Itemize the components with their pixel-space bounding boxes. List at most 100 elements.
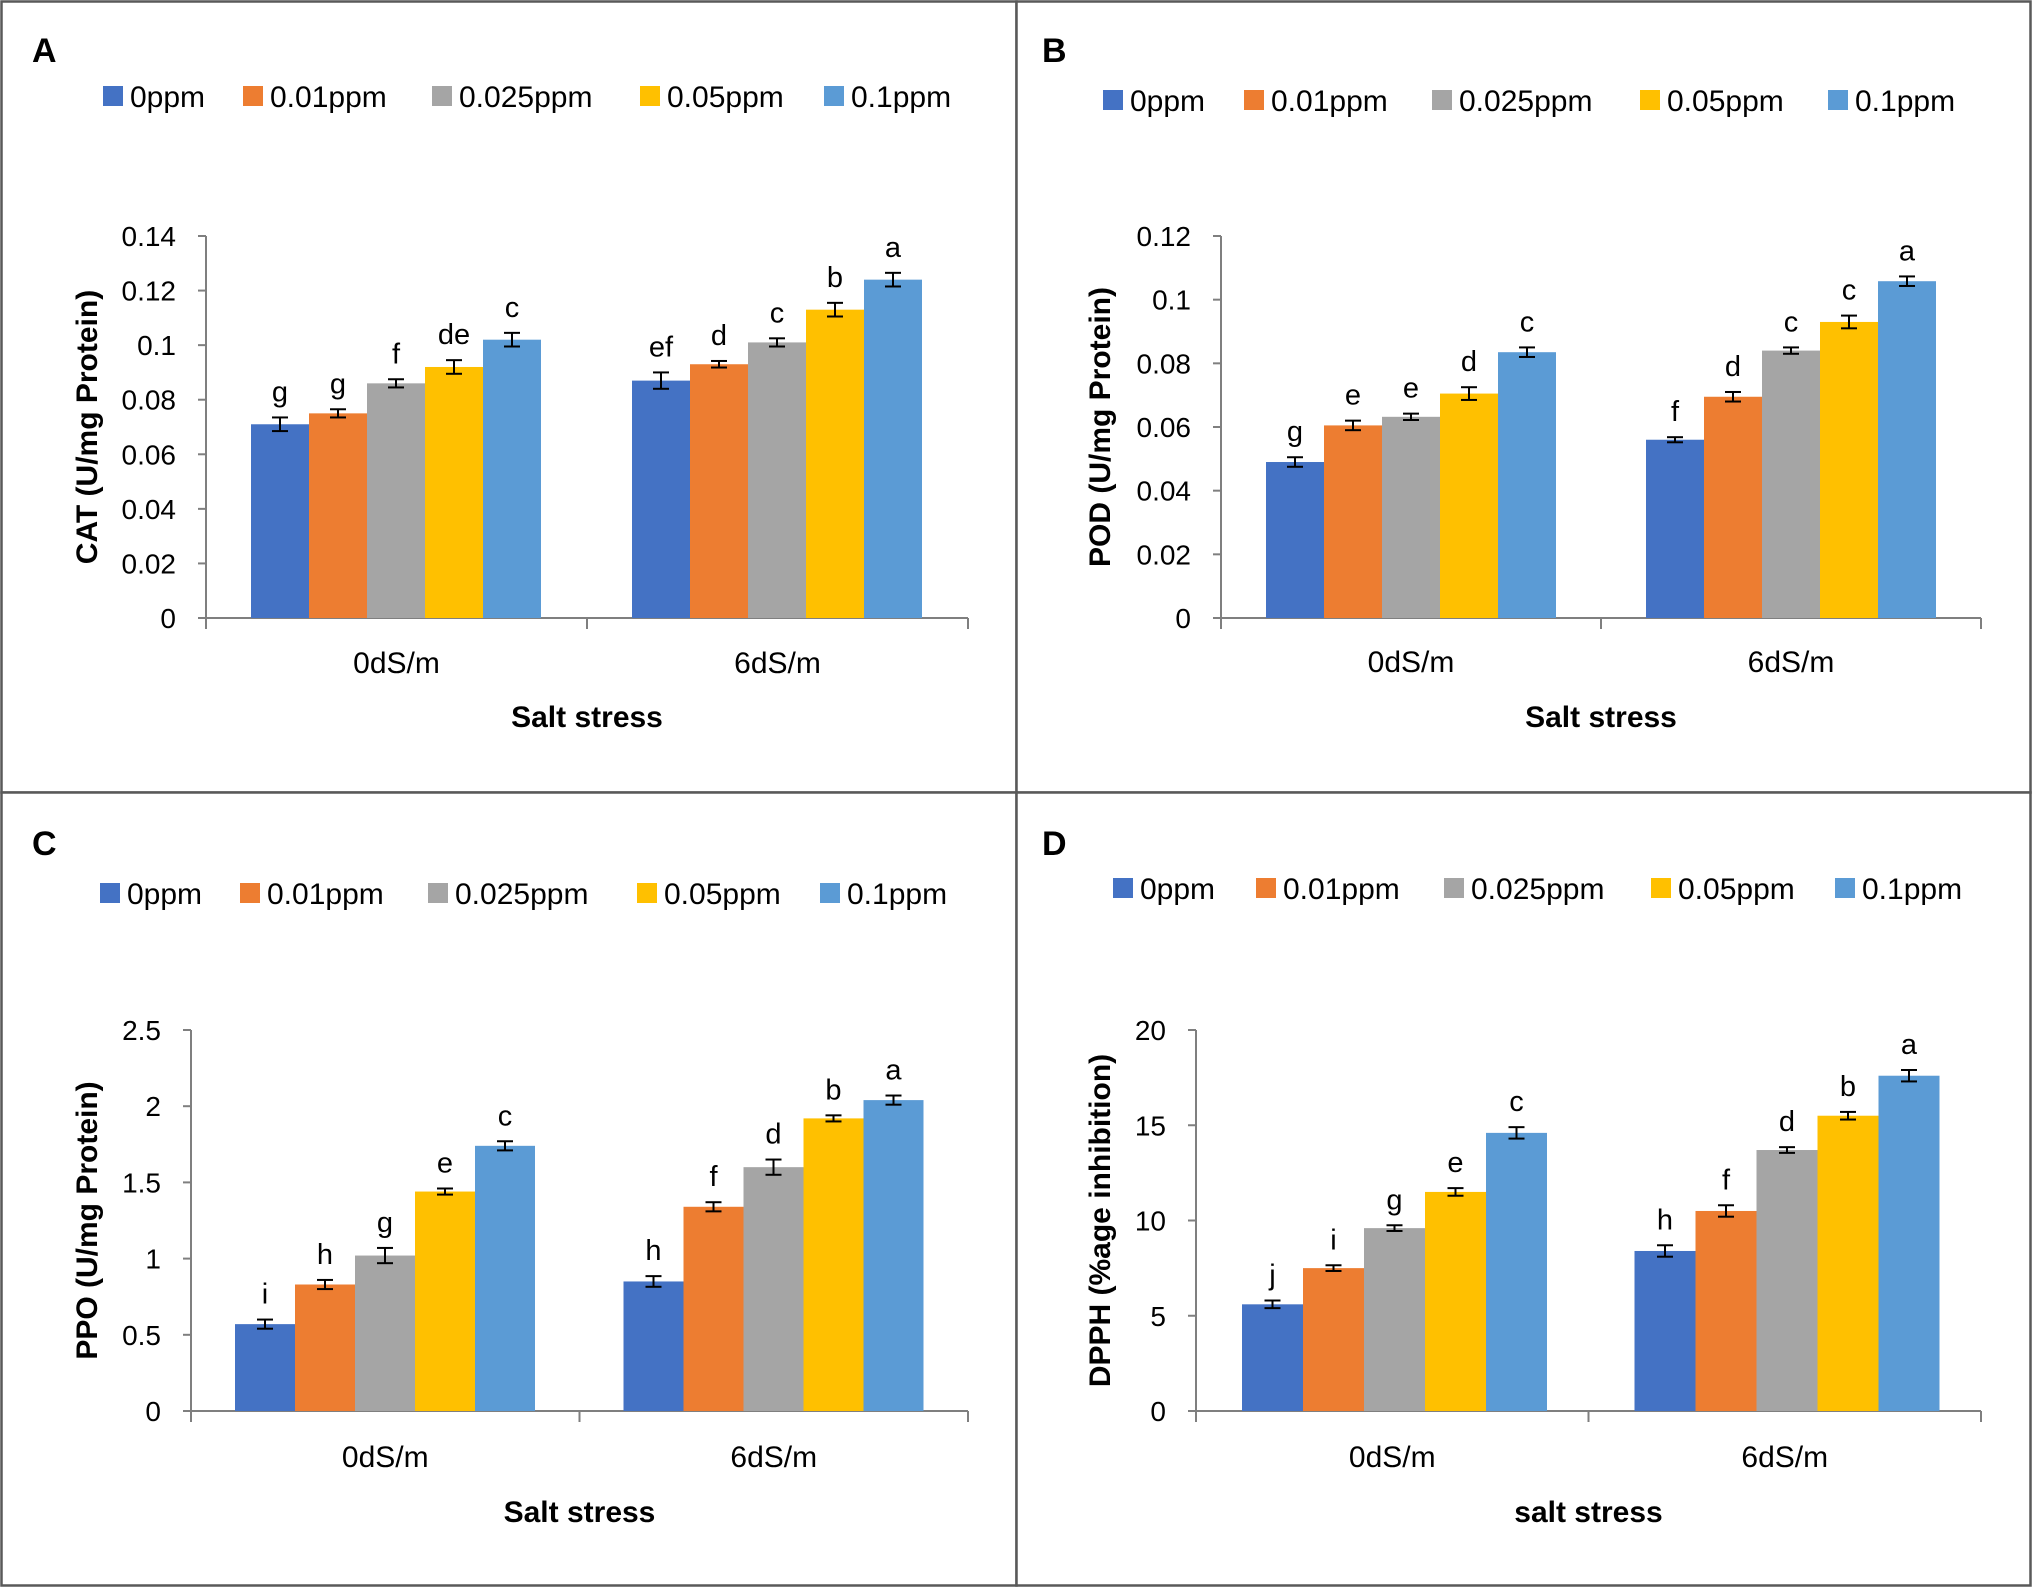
panel-c-legend-swatch-3 — [637, 883, 657, 903]
panel-b-legend-swatch-3 — [1640, 90, 1660, 110]
panel-d-sig-letter-1-4: a — [1901, 1029, 1918, 1061]
panel-a-legend-swatch-4 — [824, 86, 844, 106]
panel-a-legend-swatch-2 — [432, 86, 452, 106]
panel-a-bar-1-4 — [864, 279, 922, 618]
panel-a-legend-swatch-3 — [640, 86, 660, 106]
panel-a-sig-letter-1-4: a — [885, 232, 902, 264]
panel-d-legend-label-1: 0.01ppm — [1283, 873, 1400, 906]
panel-c-legend-label-4: 0.1ppm — [847, 878, 947, 911]
panel-c-y-tick-label-4: 2 — [145, 1091, 161, 1122]
panel-a-y-tick-label-6: 0.12 — [122, 276, 177, 307]
panel-a-letter: A — [32, 32, 57, 70]
panel-b-legend-label-0: 0ppm — [1130, 85, 1205, 118]
panel-c-sig-letter-0-4: c — [498, 1100, 513, 1132]
panel-c-sig-letter-0-0: i — [262, 1279, 268, 1311]
panel-b-bar-0-3 — [1440, 393, 1498, 618]
panel-c-y-tick-label-1: 0.5 — [122, 1320, 161, 1351]
panel-c-legend-swatch-4 — [820, 883, 840, 903]
panel-c-bar-0-4 — [475, 1145, 535, 1411]
panel-b-y-tick-label-5: 0.1 — [1152, 285, 1191, 316]
panel-a-legend-label-4: 0.1ppm — [851, 81, 951, 114]
panel-b-sig-letter-1-4: a — [1899, 235, 1916, 267]
panel-d-category-label-0: 0dS/m — [1349, 1441, 1436, 1474]
panel-c-bar-0-2 — [355, 1255, 415, 1411]
panel-d-sig-letter-1-1: f — [1722, 1164, 1731, 1196]
panel-d-legend-swatch-4 — [1835, 878, 1855, 898]
panel-d-letter: D — [1042, 825, 1067, 863]
panel-b-legend: 0ppm 0.01ppm 0.025ppm 0.05ppm 0.1ppm — [1103, 85, 1955, 118]
panel-d-bar-1-2 — [1756, 1150, 1818, 1411]
panel-c-letter: C — [32, 825, 57, 863]
panel-a-bar-0-1 — [309, 413, 367, 618]
panel-a-bar-1-0 — [632, 380, 690, 618]
panel-a-legend-swatch-1 — [243, 86, 263, 106]
panel-b-bar-0-1 — [1324, 425, 1382, 618]
panel-b: B 0ppm 0.01ppm 0.025ppm 0.05ppm 0.1ppm 0 0.02… — [1015, 0, 2032, 794]
panel-b-legend-swatch-1 — [1244, 90, 1264, 110]
panel-c-plot: 0 0.5 1 1.5 2 2.5 i h g e c 0dS/m h f d b a 6dS/m Salt str… — [71, 1015, 969, 1529]
panel-a-y-tick-label-2: 0.04 — [122, 494, 177, 525]
panel-c-bar-0-1 — [295, 1284, 355, 1411]
panel-d-legend-swatch-2 — [1444, 878, 1464, 898]
panel-c-y-tick-label-5: 2.5 — [122, 1015, 161, 1046]
panel-d: D 0ppm 0.01ppm 0.025ppm 0.05ppm 0.1ppm 0 5 10 1… — [1015, 791, 2032, 1587]
panel-c-sig-letter-1-4: a — [885, 1055, 902, 1087]
panel-c: C 0ppm 0.01ppm 0.025ppm 0.05ppm 0.1ppm 0 0.5 1… — [0, 791, 1018, 1587]
panel-a-bar-0-4 — [483, 339, 541, 618]
panel-b-sig-letter-0-2: e — [1403, 373, 1419, 405]
panel-b-sig-letter-1-3: c — [1842, 275, 1857, 307]
panel-b-sig-letter-1-0: f — [1671, 396, 1680, 428]
panel-d-bar-0-0 — [1242, 1304, 1303, 1411]
panel-a-y-tick-label-1: 0.02 — [122, 548, 177, 579]
panel-d-y-tick-label-0: 0 — [1150, 1396, 1166, 1427]
panel-d-x-axis-title: salt stress — [1514, 1496, 1662, 1529]
panel-d-legend-swatch-1 — [1256, 878, 1276, 898]
panel-d-legend-label-3: 0.05ppm — [1678, 873, 1795, 906]
panel-a-category-label-1: 6dS/m — [734, 647, 821, 680]
panel-c-legend-label-1: 0.01ppm — [267, 878, 384, 911]
panel-c-legend-label-3: 0.05ppm — [664, 878, 781, 911]
panel-a-legend: 0ppm 0.01ppm 0.025ppm 0.05ppm 0.1ppm — [103, 81, 951, 114]
panel-b-y-tick-label-1: 0.02 — [1137, 539, 1192, 570]
panel-d-sig-letter-1-2: d — [1779, 1106, 1795, 1138]
panel-b-y-tick-label-4: 0.08 — [1137, 348, 1192, 379]
panel-a-sig-letter-0-2: f — [392, 338, 401, 370]
panel-c-sig-letter-0-3: e — [437, 1147, 453, 1179]
panel-a-bar-1-3 — [806, 309, 864, 618]
panel-c-legend-label-2: 0.025ppm — [455, 878, 588, 911]
panel-d-sig-letter-0-0: j — [1268, 1260, 1275, 1292]
panel-b-bar-1-1 — [1704, 396, 1762, 618]
panel-b-bar-0-0 — [1266, 462, 1324, 618]
panel-b-category-label-1: 6dS/m — [1748, 646, 1835, 679]
panel-b-sig-letter-1-1: d — [1725, 351, 1741, 383]
panel-d-bar-1-0 — [1634, 1250, 1696, 1411]
panel-a-legend-label-3: 0.05ppm — [667, 81, 784, 114]
panel-d-y-tick-label-2: 10 — [1135, 1206, 1166, 1237]
panel-c-bar-1-3 — [803, 1118, 864, 1411]
panel-d-bar-1-4 — [1878, 1075, 1940, 1411]
panel-c-legend-swatch-1 — [240, 883, 260, 903]
panel-c-sig-letter-1-3: b — [825, 1074, 841, 1106]
panel-d-legend-label-0: 0ppm — [1140, 873, 1215, 906]
panel-b-letter: B — [1042, 32, 1067, 70]
panel-a-legend-label-1: 0.01ppm — [270, 81, 387, 114]
panel-c-sig-letter-1-2: d — [765, 1119, 781, 1151]
panel-b-bar-1-3 — [1820, 321, 1878, 618]
panel-d-legend: 0ppm 0.01ppm 0.025ppm 0.05ppm 0.1ppm — [1113, 873, 1962, 906]
panel-a-y-tick-label-4: 0.08 — [122, 385, 177, 416]
panel-a-y-axis-title: CAT (U/mg Protein) — [71, 290, 104, 564]
panel-b-bar-1-2 — [1762, 350, 1820, 618]
panel-b-y-tick-label-2: 0.04 — [1137, 476, 1192, 507]
panel-d-y-tick-label-1: 5 — [1150, 1301, 1166, 1332]
panel-c-category-label-0: 0dS/m — [342, 1441, 429, 1474]
panel-a-x-axis-title: Salt stress — [511, 701, 663, 734]
panel-d-plot: 0 5 10 15 20 j i g e c 0dS/m h f d b a 6dS/m salt stress D… — [1084, 1015, 1982, 1529]
panel-c-y-tick-label-0: 0 — [145, 1396, 161, 1427]
panel-c-category-label-1: 6dS/m — [730, 1441, 817, 1474]
panel-b-y-axis-title: POD (U/mg Protein) — [1084, 287, 1117, 567]
panel-a-category-label-0: 0dS/m — [353, 647, 440, 680]
panel-c-bar-1-2 — [743, 1167, 804, 1411]
panel-b-bar-1-0 — [1646, 439, 1704, 618]
panel-a-y-tick-label-0: 0 — [160, 603, 176, 634]
